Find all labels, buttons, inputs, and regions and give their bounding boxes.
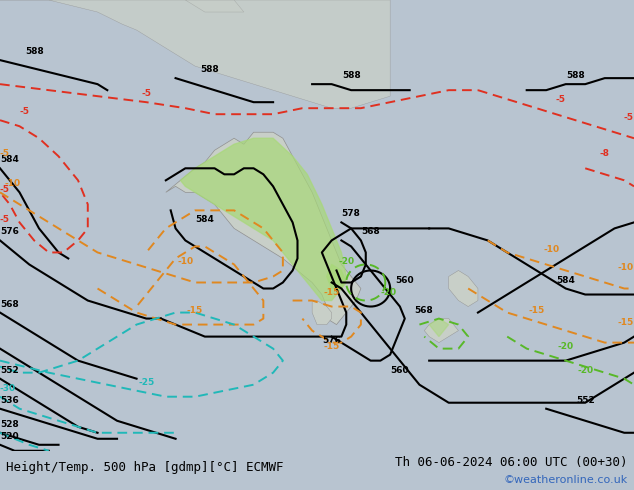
Text: -30: -30 bbox=[0, 384, 16, 392]
Text: -15: -15 bbox=[187, 306, 204, 315]
Text: 576: 576 bbox=[322, 336, 341, 344]
Text: Height/Temp. 500 hPa [gdmp][°C] ECMWF: Height/Temp. 500 hPa [gdmp][°C] ECMWF bbox=[6, 461, 284, 474]
Text: 584: 584 bbox=[556, 275, 575, 285]
Polygon shape bbox=[312, 300, 332, 324]
Text: 584: 584 bbox=[195, 216, 214, 224]
Text: 568: 568 bbox=[361, 227, 380, 236]
Polygon shape bbox=[424, 318, 458, 343]
Text: 584: 584 bbox=[0, 155, 19, 164]
Text: -10: -10 bbox=[618, 264, 634, 272]
Text: -5: -5 bbox=[0, 216, 10, 224]
Text: 588: 588 bbox=[25, 47, 44, 56]
Polygon shape bbox=[429, 318, 449, 337]
Polygon shape bbox=[185, 0, 244, 12]
Text: -20: -20 bbox=[380, 288, 396, 296]
Text: 568: 568 bbox=[415, 306, 433, 315]
Text: -5: -5 bbox=[624, 113, 634, 122]
Text: -15: -15 bbox=[528, 306, 545, 315]
Text: 560: 560 bbox=[391, 366, 409, 375]
Text: 536: 536 bbox=[0, 396, 19, 405]
Polygon shape bbox=[166, 132, 361, 324]
Text: -20: -20 bbox=[558, 342, 574, 351]
Text: -5: -5 bbox=[0, 149, 10, 158]
Text: -25: -25 bbox=[138, 378, 155, 387]
Text: -20: -20 bbox=[577, 366, 593, 375]
Text: -8: -8 bbox=[600, 149, 610, 158]
Text: 552: 552 bbox=[0, 366, 19, 375]
Text: -15: -15 bbox=[618, 318, 634, 326]
Text: 576: 576 bbox=[0, 227, 19, 236]
Polygon shape bbox=[449, 270, 478, 307]
Text: ©weatheronline.co.uk: ©weatheronline.co.uk bbox=[503, 475, 628, 485]
Polygon shape bbox=[0, 0, 390, 108]
Text: 520: 520 bbox=[0, 432, 18, 441]
Text: -5: -5 bbox=[20, 107, 29, 116]
Polygon shape bbox=[181, 138, 346, 300]
Text: 568: 568 bbox=[0, 299, 19, 309]
Text: -10: -10 bbox=[543, 245, 559, 254]
Polygon shape bbox=[327, 265, 346, 289]
Text: 588: 588 bbox=[200, 65, 219, 74]
Text: 552: 552 bbox=[576, 396, 595, 405]
Text: -15: -15 bbox=[323, 342, 340, 351]
Text: 578: 578 bbox=[342, 209, 361, 219]
Text: 528: 528 bbox=[0, 420, 19, 429]
Text: 588: 588 bbox=[342, 71, 361, 80]
Text: -20: -20 bbox=[338, 257, 354, 267]
Text: -10: -10 bbox=[178, 257, 193, 267]
Text: 588: 588 bbox=[566, 71, 585, 80]
Text: -5: -5 bbox=[141, 89, 152, 98]
Text: -15: -15 bbox=[323, 288, 340, 296]
Text: -10: -10 bbox=[5, 179, 21, 188]
Text: 560: 560 bbox=[395, 275, 413, 285]
Text: Th 06-06-2024 06:00 UTC (00+30): Th 06-06-2024 06:00 UTC (00+30) bbox=[395, 456, 628, 469]
Text: -5: -5 bbox=[0, 185, 10, 195]
Text: -5: -5 bbox=[556, 95, 566, 104]
